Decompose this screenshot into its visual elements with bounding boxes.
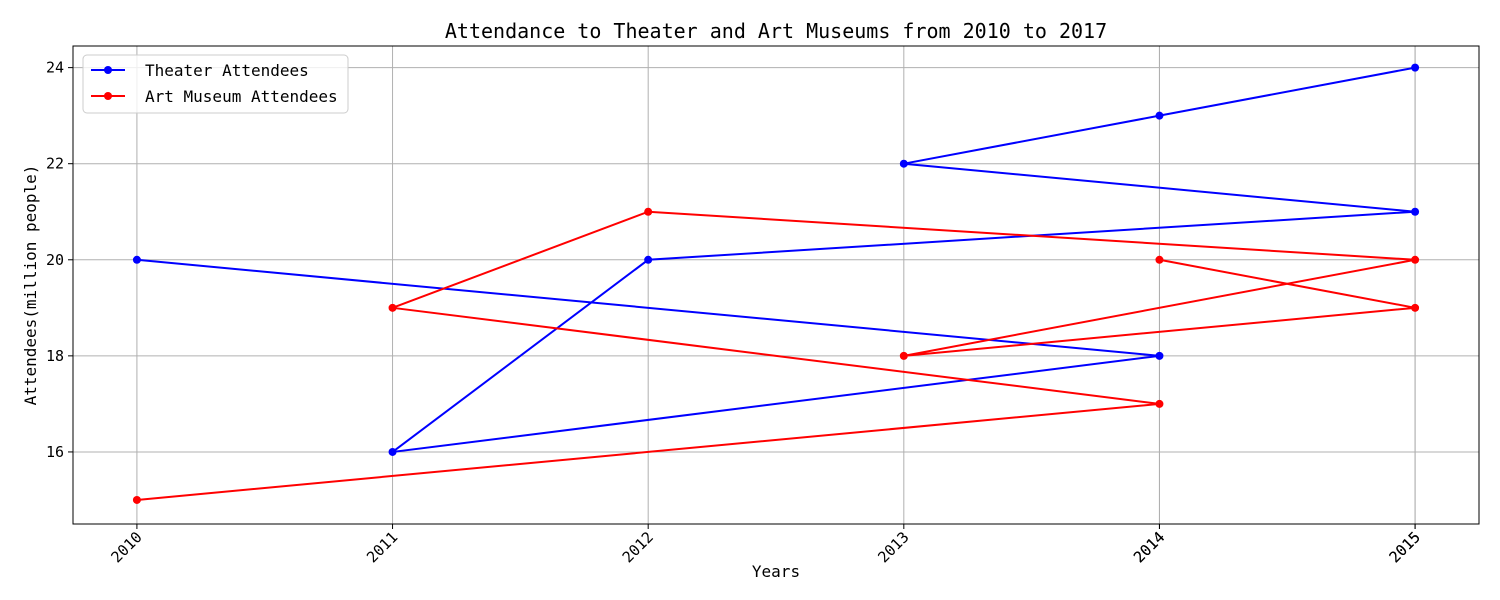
data-point-art-museum-attendees — [1411, 255, 1420, 264]
legend-label-art-museum: Art Museum Attendees — [145, 87, 338, 106]
y-axis-label: Attendees(million people) — [21, 165, 40, 406]
legend-box — [82, 54, 349, 114]
data-point-theater-attendees — [644, 255, 653, 264]
series-layer — [132, 63, 1420, 504]
data-point-theater-attendees — [132, 255, 141, 264]
data-point-art-museum-attendees — [1155, 255, 1164, 264]
data-point-theater-attendees — [899, 159, 908, 168]
series-line-art-museum-attendees — [136, 210, 1416, 501]
data-point-art-museum-attendees — [388, 303, 397, 312]
data-point-art-museum-attendees — [132, 495, 141, 504]
y-tick-label: 22 — [46, 155, 64, 173]
legend-label-theater: Theater Attendees — [145, 61, 309, 80]
x-tick-label: 2013 — [874, 528, 912, 566]
data-point-theater-attendees — [1155, 351, 1164, 360]
data-point-theater-attendees — [1155, 111, 1164, 120]
data-point-theater-attendees — [1411, 63, 1420, 72]
x-tick-label: 2014 — [1130, 528, 1168, 566]
y-tick-label: 16 — [46, 443, 64, 461]
legend-marker-art-museum — [104, 92, 112, 100]
data-point-art-museum-attendees — [644, 207, 653, 216]
data-point-art-museum-attendees — [1155, 399, 1164, 408]
x-tick-label: 2010 — [107, 528, 145, 566]
y-tick-label: 24 — [46, 59, 64, 77]
y-axis-ticks: 16 18 20 22 24 — [46, 59, 73, 461]
series-art-museum-attendees — [132, 207, 1420, 504]
plot-area-frame — [72, 45, 1480, 525]
legend-marker-theater — [104, 66, 112, 74]
x-tick-label: 2012 — [619, 528, 657, 566]
x-tick-label: 2015 — [1386, 528, 1424, 566]
legend: Theater Attendees Art Museum Attendees — [82, 54, 349, 114]
data-point-art-museum-attendees — [1411, 303, 1420, 312]
y-tick-label: 20 — [46, 251, 64, 269]
data-point-art-museum-attendees — [899, 351, 908, 360]
x-tick-label: 2011 — [363, 528, 401, 566]
data-point-theater-attendees — [388, 447, 397, 456]
x-axis-label: Years — [752, 562, 800, 581]
y-tick-label: 18 — [46, 347, 64, 365]
grid — [73, 46, 1479, 524]
chart-title: Attendance to Theater and Art Museums fr… — [445, 19, 1107, 43]
data-point-theater-attendees — [1411, 207, 1420, 216]
